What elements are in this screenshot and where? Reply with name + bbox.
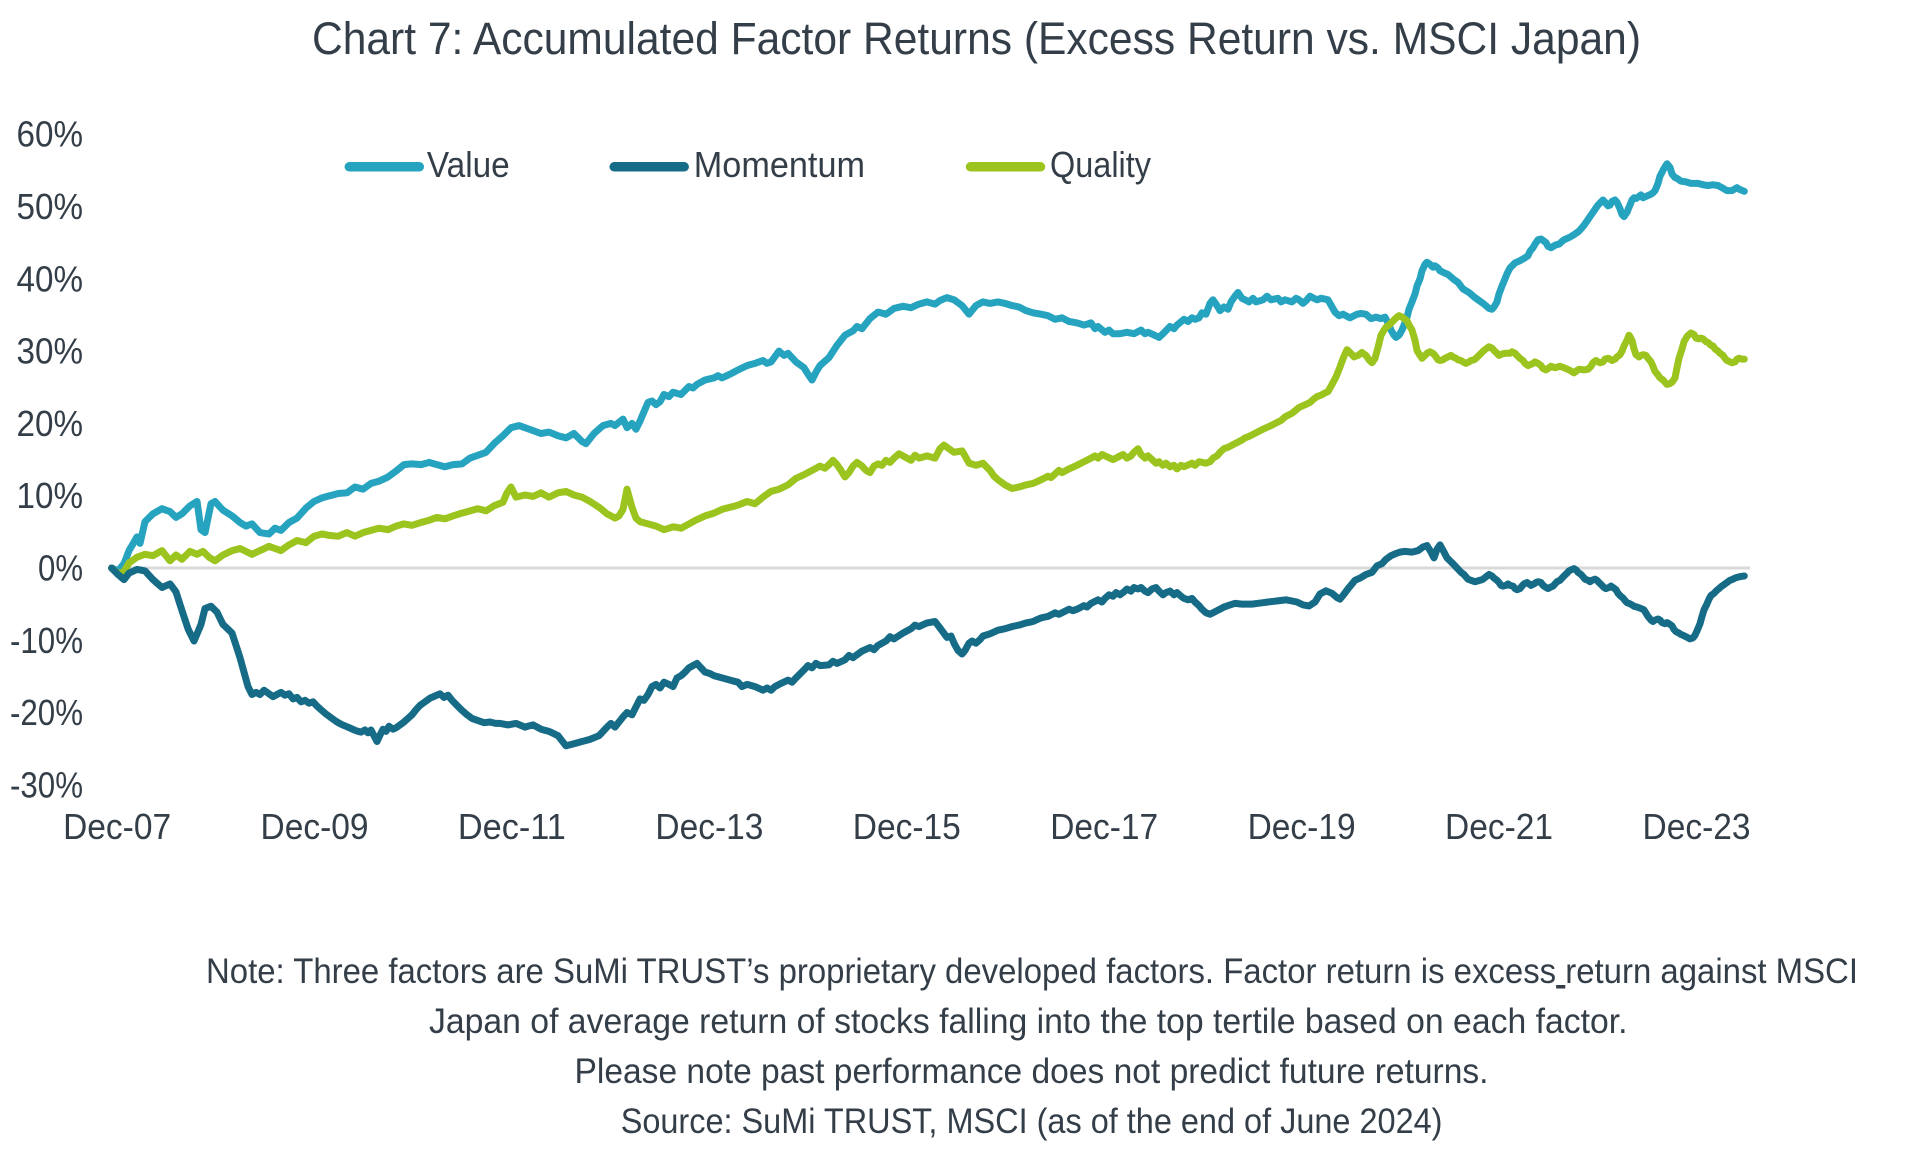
- svg-text:-20%: -20%: [10, 692, 83, 733]
- svg-text:10%: 10%: [17, 475, 84, 516]
- svg-text:Dec-17: Dec-17: [1050, 806, 1158, 847]
- svg-text:Dec-13: Dec-13: [655, 806, 763, 847]
- svg-text:40%: 40%: [17, 258, 84, 299]
- svg-text:Dec-15: Dec-15: [853, 806, 961, 847]
- svg-text:Quality: Quality: [1050, 144, 1151, 185]
- svg-text:-10%: -10%: [10, 620, 83, 661]
- svg-text:60%: 60%: [17, 114, 84, 155]
- svg-text:Dec-07: Dec-07: [63, 806, 171, 847]
- svg-text:Note: Three factors are SuMi T: Note: Three factors are SuMi TRUST’s pro…: [206, 952, 1858, 991]
- svg-text:0%: 0%: [38, 548, 83, 589]
- svg-text:Dec-19: Dec-19: [1248, 806, 1356, 847]
- svg-text:Momentum: Momentum: [694, 144, 865, 185]
- svg-text:Please note past performance d: Please note past performance does not pr…: [575, 1052, 1489, 1091]
- svg-text:Dec-21: Dec-21: [1445, 806, 1553, 847]
- svg-text:-30%: -30%: [10, 764, 83, 805]
- svg-text:Source: SuMi TRUST, MSCI (as o: Source: SuMi TRUST, MSCI (as of the end …: [621, 1102, 1443, 1141]
- svg-text:30%: 30%: [17, 331, 84, 372]
- svg-text:Dec-23: Dec-23: [1643, 806, 1751, 847]
- svg-text:Chart 7: Accumulated Factor Re: Chart 7: Accumulated Factor Returns (Exc…: [312, 13, 1641, 64]
- svg-text:Dec-09: Dec-09: [261, 806, 369, 847]
- svg-text:Japan of average return of sto: Japan of average return of stocks fallin…: [429, 1002, 1628, 1041]
- svg-text:Dec-11: Dec-11: [458, 806, 566, 847]
- svg-text:50%: 50%: [17, 186, 84, 227]
- svg-text:20%: 20%: [17, 403, 84, 444]
- svg-text:Value: Value: [427, 144, 510, 185]
